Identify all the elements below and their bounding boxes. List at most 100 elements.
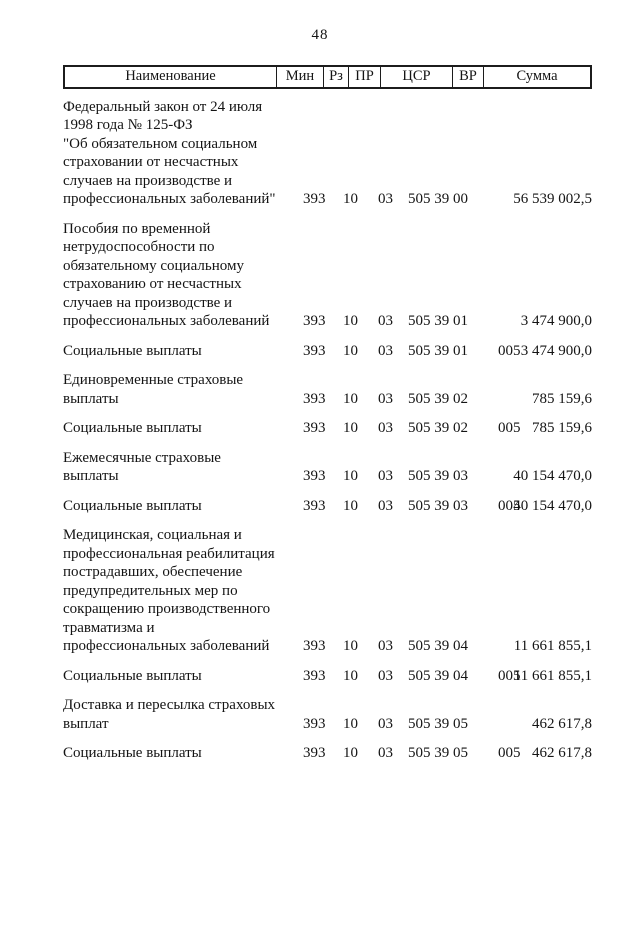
row-codes: 393 10 03 505 39 01 3 474 900,0 [63, 312, 592, 331]
row-pr-code: 03 [378, 667, 393, 684]
table-body: Федеральный закон от 24 июля 1998 года №… [0, 98, 640, 763]
row-pr-code: 03 [378, 745, 393, 761]
row-name: Доставка и пересылка страховых выплат [63, 697, 276, 732]
row-sum: 11 661 855,1 [513, 667, 592, 684]
row-name: Федеральный закон от 24 июля 1998 года №… [63, 98, 276, 208]
row-min-code: 393 [303, 420, 326, 436]
row-min-code: 393 [303, 667, 326, 684]
table-row: Федеральный закон от 24 июля 1998 года №… [63, 98, 592, 209]
row-codes: 393 10 03 505 39 02 005 785 159,6 [63, 419, 592, 438]
row-csr-code: 505 39 05 [408, 715, 468, 732]
row-pr-code: 03 [378, 468, 393, 484]
row-sum: 462 617,8 [532, 715, 592, 732]
row-min-code: 393 [303, 342, 326, 359]
table-row: Социальные выплаты 393 10 03 505 39 05 0… [63, 744, 592, 763]
row-pr-code: 03 [378, 342, 393, 359]
row-rz-code: 10 [343, 667, 358, 684]
row-name: Ежемесячные страховые выплаты [63, 449, 221, 485]
row-codes: 393 10 03 505 39 03 005 40 154 470,0 [63, 497, 592, 516]
row-name: Социальные выплаты [63, 420, 202, 436]
row-csr-code: 505 39 04 [408, 638, 468, 654]
row-min-code: 393 [303, 468, 326, 484]
row-csr-code: 505 39 05 [408, 745, 468, 761]
row-min-code: 393 [303, 745, 326, 761]
row-min-code: 393 [303, 390, 326, 407]
row-name: Пособия по временной нетрудоспособности … [63, 220, 270, 330]
row-sum: 785 159,6 [532, 390, 592, 407]
table-row: Социальные выплаты 393 10 03 505 39 04 0… [63, 667, 592, 686]
row-rz-code: 10 [343, 313, 358, 329]
row-min-code: 393 [303, 191, 326, 207]
row-rz-code: 10 [343, 715, 358, 732]
row-codes: 393 10 03 505 39 04 11 661 855,1 [63, 637, 592, 656]
row-pr-code: 03 [378, 390, 393, 407]
row-csr-code: 505 39 01 [408, 313, 468, 329]
row-rz-code: 10 [343, 638, 358, 654]
row-vr-code: 005 [498, 667, 521, 684]
row-codes: 393 10 03 505 39 05 005 462 617,8 [63, 744, 592, 763]
row-name: Социальные выплаты [63, 667, 202, 684]
row-sum: 3 474 900,0 [520, 313, 592, 329]
row-pr-code: 03 [378, 420, 393, 436]
row-sum: 11 661 855,1 [513, 638, 592, 654]
row-min-code: 393 [303, 497, 326, 514]
row-vr-code: 005 [498, 745, 521, 761]
row-vr-code: 005 [498, 497, 521, 514]
row-rz-code: 10 [343, 191, 358, 207]
row-name: Единовременные страховые выплаты [63, 372, 244, 407]
row-vr-code: 005 [498, 342, 521, 359]
table-row: Доставка и пересылка страховых выплат 39… [63, 696, 592, 733]
row-codes: 393 10 03 505 39 04 005 11 661 855,1 [63, 667, 592, 686]
row-sum: 40 154 470,0 [513, 468, 592, 484]
row-sum: 785 159,6 [532, 420, 592, 436]
row-csr-code: 505 39 04 [408, 667, 468, 684]
row-sum: 462 617,8 [532, 745, 592, 761]
row-vr-code: 005 [498, 420, 521, 436]
row-codes: 393 10 03 505 39 05 462 617,8 [63, 715, 592, 734]
row-sum: 3 474 900,0 [520, 342, 592, 359]
row-name: Социальные выплаты [63, 745, 202, 761]
table-row: Медицинская, социальная и профессиональн… [63, 526, 592, 656]
row-name: Медицинская, социальная и профессиональн… [63, 527, 275, 654]
row-csr-code: 505 39 01 [408, 342, 468, 359]
row-rz-code: 10 [343, 745, 358, 761]
document-page: 48 Наименование Мин Рз ПР ЦСР ВР Сумма Ф… [0, 26, 640, 931]
row-rz-code: 10 [343, 390, 358, 407]
row-csr-code: 505 39 03 [408, 468, 468, 484]
row-sum: 56 539 002,5 [513, 191, 592, 207]
row-rz-code: 10 [343, 497, 358, 514]
row-rz-code: 10 [343, 468, 358, 484]
page-number: 48 [311, 27, 329, 43]
row-codes: 393 10 03 505 39 00 56 539 002,5 [63, 190, 592, 209]
table-row: Социальные выплаты 393 10 03 505 39 03 0… [63, 497, 592, 516]
row-min-code: 393 [303, 638, 326, 654]
row-pr-code: 03 [378, 313, 393, 329]
table-row: Социальные выплаты 393 10 03 505 39 02 0… [63, 419, 592, 438]
row-pr-code: 03 [378, 191, 393, 207]
column-header-min: Мин [276, 66, 323, 87]
row-sum: 40 154 470,0 [513, 497, 592, 514]
row-name: Социальные выплаты [63, 342, 202, 359]
table-row: Пособия по временной нетрудоспособности … [63, 220, 592, 331]
row-pr-code: 03 [378, 715, 393, 732]
column-header-rz: Рз [323, 66, 348, 87]
row-rz-code: 10 [343, 420, 358, 436]
row-name: Социальные выплаты [63, 497, 202, 514]
column-header-csr: ЦСР [380, 66, 452, 87]
row-min-code: 393 [303, 313, 326, 329]
column-header-vr: ВР [452, 66, 483, 87]
row-min-code: 393 [303, 715, 326, 732]
row-csr-code: 505 39 02 [408, 390, 468, 407]
column-header-pr: ПР [348, 66, 380, 87]
row-codes: 393 10 03 505 39 01 005 3 474 900,0 [63, 342, 592, 361]
row-codes: 393 10 03 505 39 03 40 154 470,0 [63, 467, 592, 486]
row-pr-code: 03 [378, 497, 393, 514]
table-row: Единовременные страховые выплаты 393 10 … [63, 371, 592, 408]
column-header-name: Наименование [125, 68, 216, 85]
row-codes: 393 10 03 505 39 02 785 159,6 [63, 390, 592, 409]
column-header-sum: Сумма [483, 66, 590, 87]
row-csr-code: 505 39 03 [408, 497, 468, 514]
table-header-row: Наименование Мин Рз ПР ЦСР ВР Сумма [63, 64, 592, 89]
row-pr-code: 03 [378, 638, 393, 654]
row-rz-code: 10 [343, 342, 358, 359]
